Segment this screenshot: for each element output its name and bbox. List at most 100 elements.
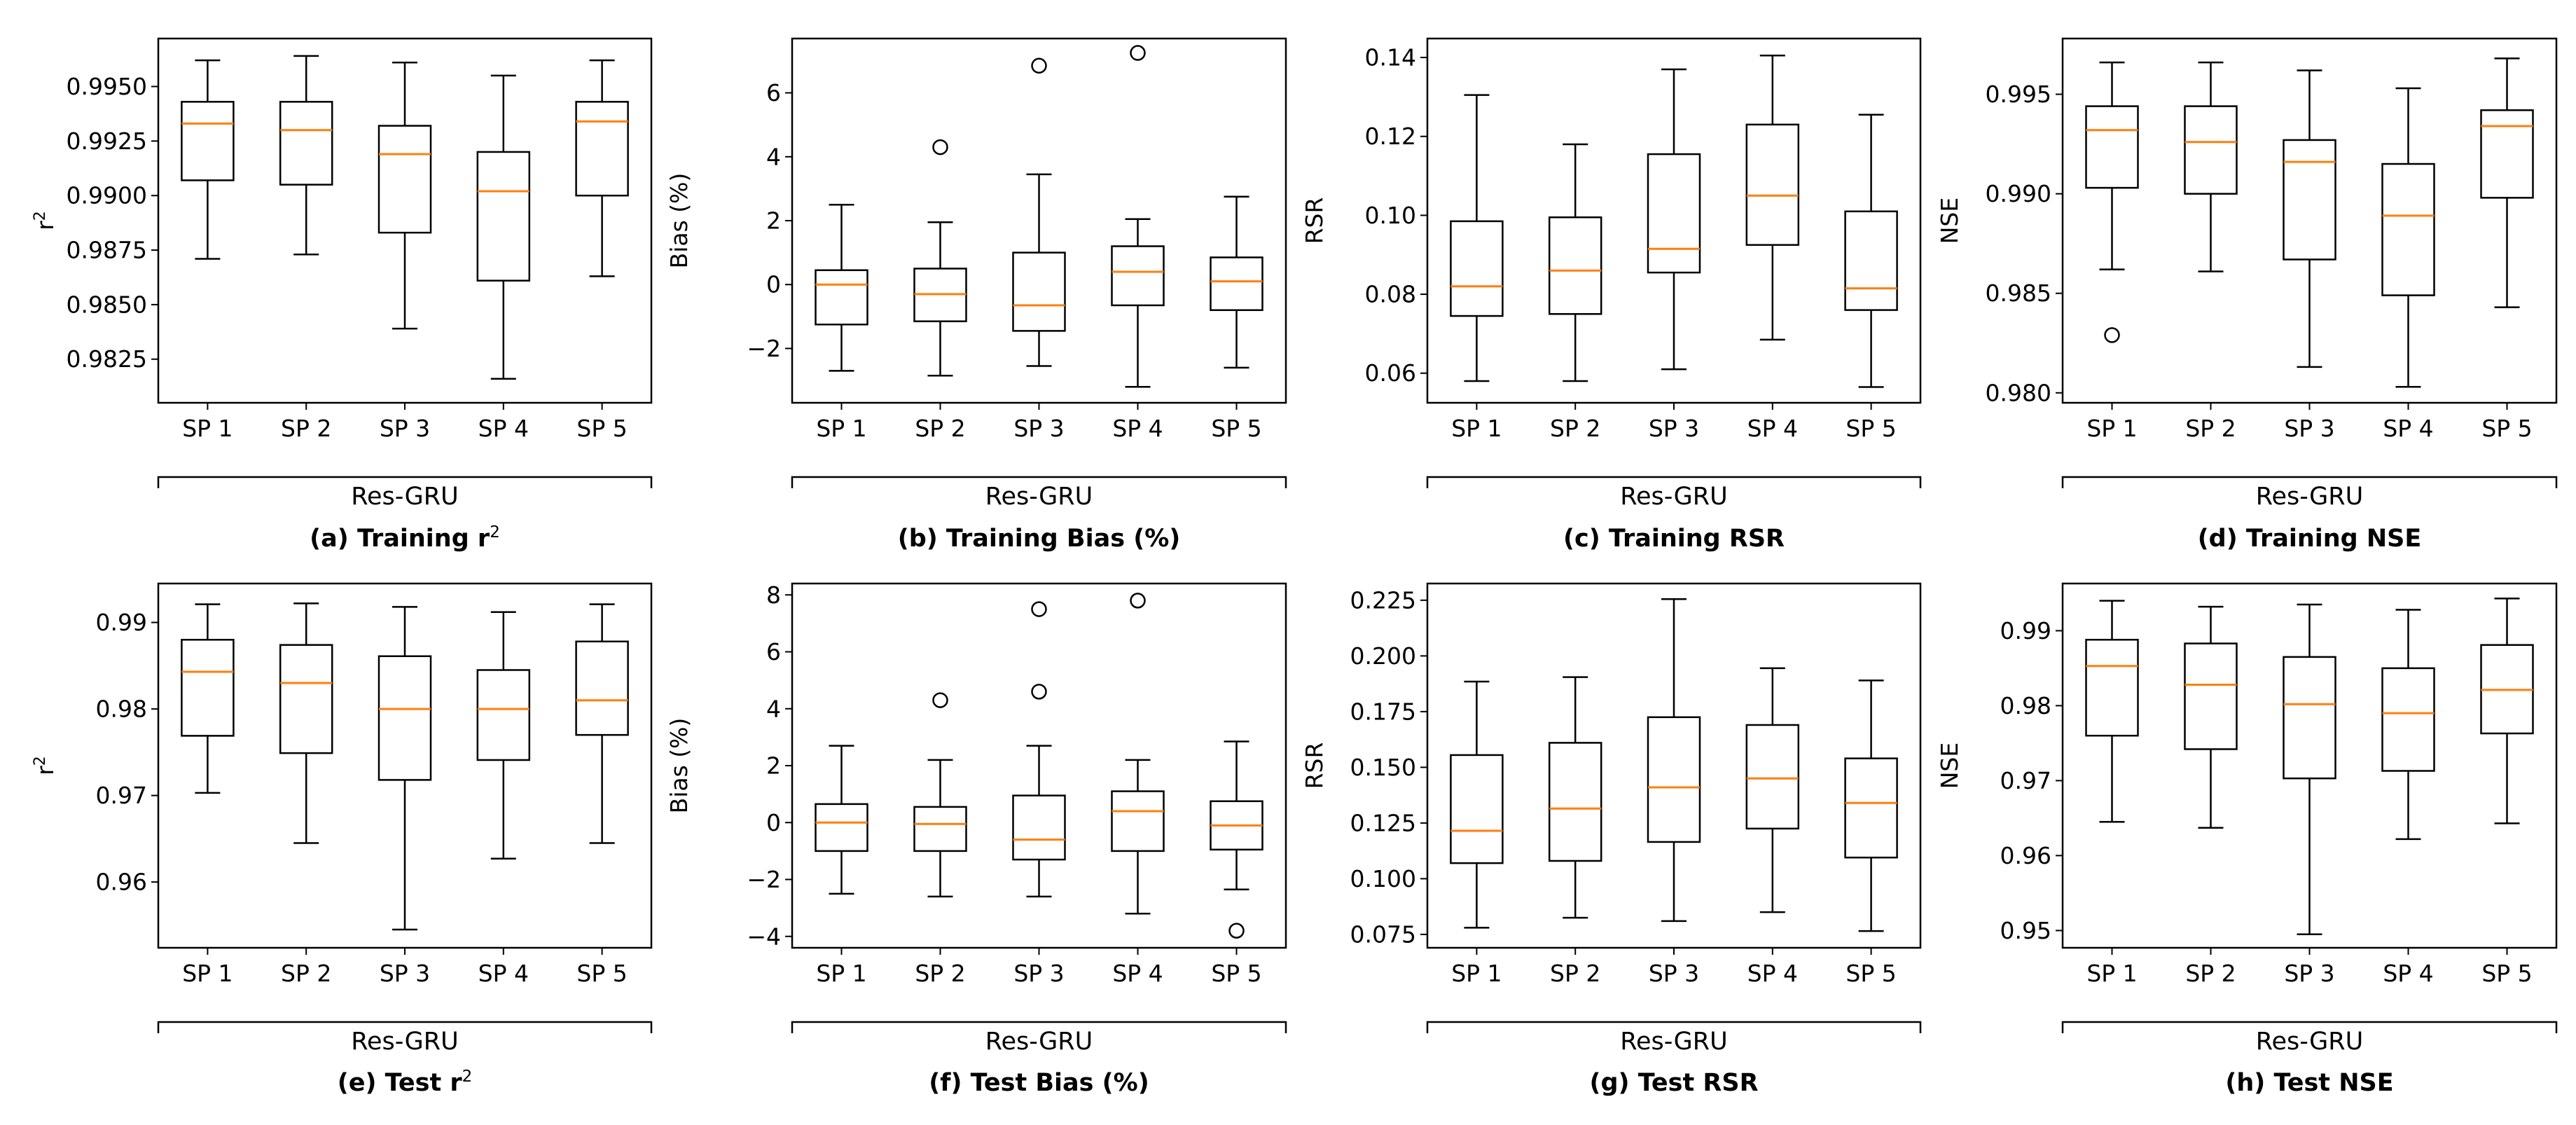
interquartile-box (1548, 216, 1602, 315)
y-tick-label: −2 (747, 335, 781, 362)
interquartile-box (1111, 790, 1165, 853)
group-bracket (2061, 1021, 2558, 1033)
x-tick-label: SP 3 (1649, 960, 1699, 987)
box-sp4 (1745, 667, 1800, 913)
group-bracket (791, 476, 1287, 488)
interquartile-box (1647, 153, 1701, 274)
panel-h: 0.95 0.96 0.97 0.98 0.99 NSE SP 1 SP 2 SP 3 SP 4 S… (1936, 582, 2558, 1097)
y-tick-label: 0.980 (1986, 379, 2051, 406)
y-tick-label: 0.9850 (67, 291, 147, 318)
interquartile-box (2480, 109, 2534, 199)
outlier-point (1228, 923, 1245, 939)
box-sp3 (1647, 598, 1701, 923)
box-sp3 (2283, 69, 2336, 368)
interquartile-box (2085, 638, 2139, 737)
box-sp2 (2184, 61, 2238, 272)
box-sp3 (1647, 68, 1701, 371)
group-label: Res-GRU (1620, 483, 1727, 511)
y-tick-label: −4 (747, 923, 781, 950)
y-tick-label: 0.95 (2000, 917, 2051, 944)
box-sp5 (1210, 195, 1263, 369)
group-label: Res-GRU (2256, 1028, 2363, 1056)
outlier-point (1031, 684, 1047, 700)
box-sp1 (181, 603, 235, 794)
box-sp2 (1548, 143, 1602, 382)
x-tick-label: SP 5 (1846, 415, 1896, 442)
box-sp4 (1111, 593, 1165, 915)
y-axis-label: r2 (32, 211, 60, 230)
x-tick-label: SP 1 (182, 415, 233, 442)
box-sp5 (575, 603, 629, 844)
group-label: Res-GRU (985, 1028, 1093, 1056)
interquartile-box (1210, 256, 1263, 311)
interquartile-box (476, 669, 531, 761)
group-bracket (1426, 1021, 1922, 1033)
interquartile-box (476, 151, 531, 282)
x-tick-label: SP 4 (478, 415, 529, 442)
x-tick-label: SP 1 (2086, 415, 2137, 442)
caption-superscript: 2 (490, 523, 500, 541)
panel-caption: (c) Training RSR (1563, 525, 1785, 553)
y-tick-label: 0.985 (1986, 279, 2051, 307)
outlier-point (1031, 57, 1047, 74)
panel-e: 0.96 0.97 0.98 0.99 r2 SP 1 SP 2 SP 3 SP 4 SP 5 Re… (32, 582, 653, 1097)
x-tick-label: SP 3 (2284, 415, 2334, 442)
x-tick-label: SP 2 (1550, 960, 1600, 987)
y-tick-label: 0.200 (1350, 642, 1416, 670)
y-tick-label: 0.9900 (67, 182, 147, 209)
box-sp2 (913, 139, 967, 377)
box-sp3 (378, 62, 432, 330)
y-tick-label: 0 (766, 809, 781, 836)
x-tick-label: SP 1 (1451, 415, 1502, 442)
y-tick-label: −2 (747, 866, 781, 893)
x-tick-label: SP 3 (380, 960, 430, 987)
box-sp4 (1111, 45, 1165, 388)
y-axis-label-superscript: 2 (32, 211, 49, 221)
interquartile-box (378, 125, 432, 234)
x-tick-label: SP 4 (1747, 415, 1798, 442)
x-tick-label: SP 5 (1846, 960, 1896, 987)
interquartile-box (2283, 139, 2336, 261)
interquartile-box (1844, 757, 1898, 859)
y-tick-label: 0.96 (2000, 842, 2051, 869)
y-tick-label: 0.06 (1365, 359, 1416, 387)
x-tick-label: SP 2 (2185, 415, 2236, 442)
y-tick-label: 0.9950 (67, 73, 147, 100)
y-tick-label: 0.08 (1365, 281, 1416, 308)
outlier-point (2104, 327, 2120, 343)
x-tick-label: SP 4 (1112, 415, 1163, 442)
interquartile-box (181, 101, 235, 181)
interquartile-box (1450, 754, 1504, 864)
y-tick-label: 2 (766, 207, 781, 235)
panel-d: 0.980 0.985 0.990 0.995 NSE SP 1 SP 2 SP 3 SP 4 S… (1936, 37, 2558, 553)
interquartile-box (913, 806, 967, 853)
panel-caption: (a) Training r2 (310, 523, 500, 553)
x-tick-label: SP 5 (576, 415, 627, 442)
interquartile-box (1647, 716, 1701, 843)
group-bracket (157, 1021, 653, 1033)
interquartile-box (181, 639, 235, 737)
interquartile-box (378, 655, 432, 781)
panel-caption: (h) Test NSE (2225, 1069, 2393, 1097)
box-sp1 (1450, 94, 1504, 382)
box-sp4 (476, 611, 531, 860)
box-sp1 (181, 59, 235, 260)
box-sp4 (2381, 609, 2435, 841)
group-label: Res-GRU (351, 483, 458, 511)
interquartile-box (2085, 105, 2139, 189)
interquartile-box (1450, 220, 1504, 317)
y-axis-label: r2 (32, 756, 60, 775)
group-bracket (791, 1021, 1287, 1033)
x-tick-label: SP 1 (816, 415, 866, 442)
box-sp3 (1012, 57, 1066, 367)
x-tick-label: SP 3 (2284, 960, 2334, 987)
y-tick-label: 0.990 (1986, 180, 2051, 207)
y-tick-label: 0.10 (1365, 202, 1416, 229)
interquartile-box (1745, 123, 1800, 246)
interquartile-box (2184, 105, 2238, 195)
box-sp5 (1844, 113, 1898, 388)
y-tick-label: 0.125 (1350, 809, 1416, 836)
box-sp4 (1745, 54, 1800, 341)
y-axis-label: RSR (1301, 743, 1328, 789)
